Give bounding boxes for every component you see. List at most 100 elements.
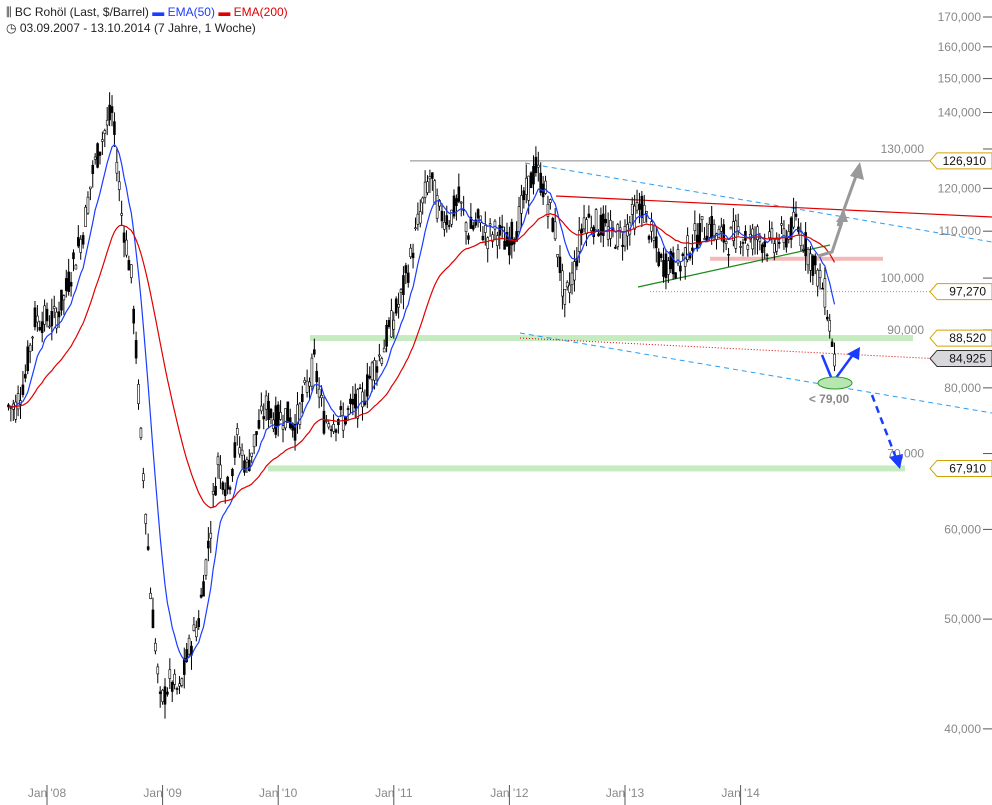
price-candle bbox=[339, 406, 343, 410]
price-candle bbox=[614, 247, 617, 249]
price-candle bbox=[760, 244, 764, 253]
price-candle bbox=[476, 209, 480, 219]
price-candle bbox=[544, 180, 547, 194]
price-candle bbox=[163, 686, 167, 705]
gray-arrowhead-2 bbox=[850, 162, 864, 180]
y-tick-label: 150,000 bbox=[938, 72, 982, 86]
price-candle bbox=[81, 235, 85, 245]
price-candle bbox=[180, 678, 184, 686]
price-candle bbox=[192, 624, 196, 632]
resistance-band-104 bbox=[710, 256, 883, 261]
price-candle bbox=[370, 362, 374, 381]
price-candle bbox=[69, 281, 73, 287]
price-candle bbox=[594, 209, 598, 231]
support-band-68 bbox=[268, 465, 905, 472]
price-candle bbox=[101, 139, 104, 142]
price-candle bbox=[16, 393, 20, 410]
price-candle bbox=[524, 177, 528, 195]
price-candle bbox=[216, 456, 220, 465]
price-candle bbox=[170, 681, 174, 692]
price-candle bbox=[195, 627, 198, 638]
price-candle bbox=[655, 236, 658, 249]
price-candle bbox=[31, 336, 34, 339]
price-label: 84,925 bbox=[929, 349, 992, 367]
legend-ema50: ▬ EMA(50) bbox=[152, 5, 215, 19]
price-candle bbox=[373, 360, 376, 381]
price-candle bbox=[616, 224, 620, 248]
price-candle bbox=[346, 408, 350, 410]
price-candle bbox=[209, 532, 213, 539]
price-candle bbox=[28, 344, 32, 352]
price-candle bbox=[414, 227, 417, 230]
price-label-text: 84,925 bbox=[949, 351, 986, 365]
price-candle bbox=[534, 156, 538, 174]
price-candle bbox=[86, 196, 90, 214]
price-candle bbox=[38, 327, 42, 331]
price-candle bbox=[568, 284, 571, 293]
price-candle bbox=[792, 211, 795, 228]
price-candle bbox=[676, 249, 680, 264]
price-candle bbox=[669, 251, 673, 270]
channel-top bbox=[524, 162, 992, 243]
price-candle bbox=[443, 222, 446, 230]
price-candle bbox=[520, 195, 523, 214]
dotted-line-85 bbox=[519, 337, 933, 359]
x-tick-label: Jan '08 bbox=[28, 786, 67, 800]
gray-arrow-1 bbox=[817, 221, 844, 258]
price-candle bbox=[650, 221, 653, 232]
price-candle bbox=[431, 172, 434, 179]
price-candle bbox=[110, 106, 114, 113]
price-candle bbox=[57, 311, 61, 318]
price-candle bbox=[486, 237, 490, 249]
price-candle bbox=[382, 347, 386, 353]
price-candle bbox=[703, 238, 706, 240]
price-candle bbox=[630, 204, 634, 215]
price-candle bbox=[96, 143, 99, 168]
y-tick-label: 130,000 bbox=[881, 142, 925, 156]
price-candle bbox=[729, 227, 733, 230]
price-candle bbox=[739, 246, 742, 248]
price-candle bbox=[154, 642, 157, 652]
price-candle bbox=[546, 203, 550, 217]
x-tick-label: Jan '13 bbox=[606, 786, 645, 800]
price-candle bbox=[664, 253, 668, 279]
price-candle bbox=[809, 253, 812, 271]
y-tick-label: 80,000 bbox=[944, 381, 981, 395]
price-candle bbox=[681, 253, 685, 256]
price-candle bbox=[272, 419, 275, 429]
price-candle bbox=[329, 429, 333, 431]
price-candle bbox=[337, 419, 340, 426]
price-candle bbox=[411, 252, 415, 259]
price-candle bbox=[380, 358, 384, 364]
price-candle bbox=[720, 226, 723, 232]
price-candle bbox=[647, 235, 651, 240]
target-label: < 79,00 bbox=[809, 392, 850, 406]
price-candle bbox=[233, 442, 237, 458]
price-candle bbox=[168, 669, 172, 679]
price-candle bbox=[553, 221, 557, 240]
price-candle bbox=[467, 235, 470, 240]
price-candle bbox=[556, 254, 559, 258]
price-candle bbox=[406, 272, 410, 283]
price-candle bbox=[214, 485, 217, 496]
price-candle bbox=[423, 181, 427, 198]
price-candle bbox=[695, 234, 699, 250]
price-candle bbox=[823, 278, 827, 308]
price-candle bbox=[125, 239, 128, 256]
price-candle bbox=[582, 217, 586, 230]
price-candle bbox=[688, 253, 692, 259]
price-candle bbox=[127, 260, 131, 271]
price-candle bbox=[202, 581, 205, 597]
y-tick-label: 90,000 bbox=[887, 323, 924, 337]
y-tick-label: 50,000 bbox=[944, 612, 981, 626]
price-candle bbox=[387, 320, 391, 327]
price-candle bbox=[756, 226, 759, 240]
price-candle bbox=[602, 213, 605, 236]
price-candle bbox=[667, 260, 670, 275]
trend-line-green bbox=[637, 244, 831, 288]
price-candle bbox=[187, 637, 191, 655]
x-tick-label: Jan '10 bbox=[259, 786, 298, 800]
price-candle bbox=[67, 271, 70, 293]
price-label-text: 88,520 bbox=[949, 331, 986, 345]
price-candle bbox=[469, 216, 473, 229]
